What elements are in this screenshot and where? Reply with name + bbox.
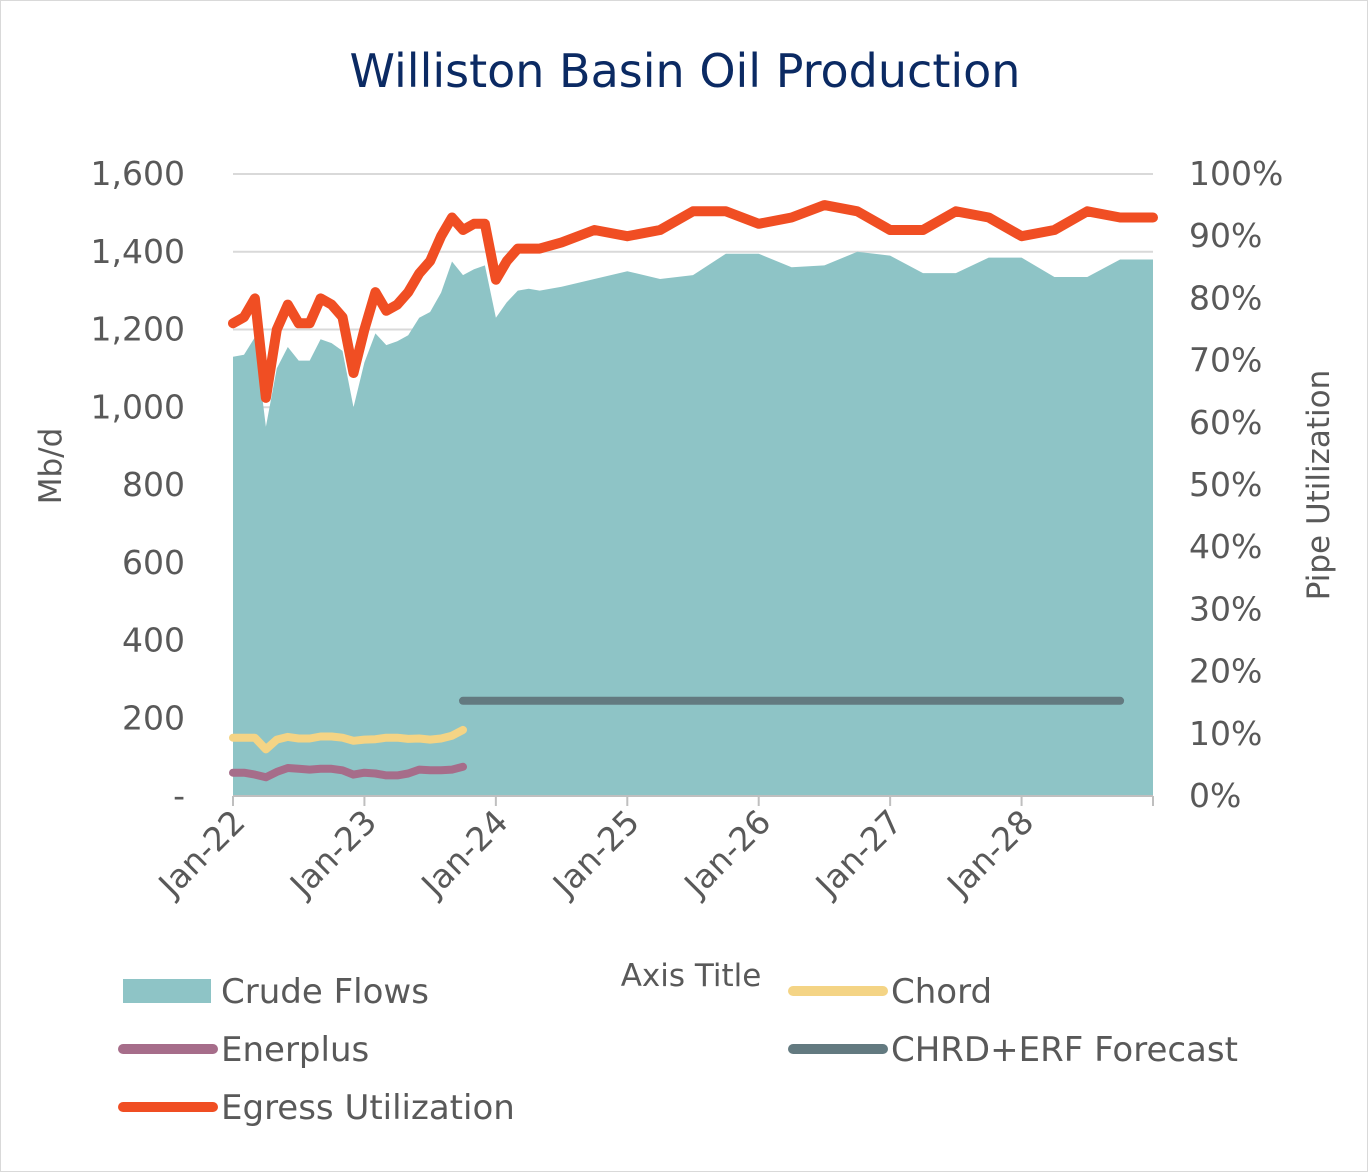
x-tick-label: Jan-28 (938, 802, 1041, 905)
y2-tick-label: 80% (1189, 278, 1262, 317)
area-layer (233, 251, 1153, 797)
series-enerplus-line (229, 762, 467, 782)
axes (232, 795, 1154, 806)
x-axis-title: Axis Title (621, 958, 762, 994)
y2-tick-label: 70% (1189, 341, 1262, 380)
y-axis-ticks: - 200 400 600 800 1,000 1,200 1,400 1,600 (91, 154, 185, 815)
y-tick-label: - (173, 776, 185, 815)
series-egress-utilization-line (228, 200, 1158, 403)
line-layer (228, 200, 1158, 782)
y2-tick-label: 20% (1189, 652, 1262, 691)
x-tick-label: Jan-25 (544, 802, 647, 905)
x-tick-label: Jan-27 (807, 802, 910, 905)
chart-title: Williston Basin Oil Production (350, 44, 1021, 98)
y2-tick-label: 0% (1189, 776, 1241, 815)
legend-label-chrd-erf-forecast: CHRD+ERF Forecast (891, 1030, 1238, 1070)
legend-label-enerplus: Enerplus (221, 1030, 369, 1070)
y2-tick-label: 50% (1189, 465, 1262, 504)
y-tick-label: 800 (122, 465, 185, 504)
legend-swatch-crude-flows (123, 979, 211, 1003)
y2-tick-label: 60% (1189, 403, 1262, 442)
legend-label-egress-utilization: Egress Utilization (221, 1088, 515, 1128)
y2-tick-label: 90% (1189, 216, 1262, 255)
legend-label-crude-flows: Crude Flows (221, 972, 429, 1012)
legend: Crude Flows Chord Enerplus CHRD+ERF Forecas… (118, 972, 1238, 1128)
y2-tick-label: 30% (1189, 589, 1262, 628)
x-tick-label: Jan-22 (150, 802, 253, 905)
y2-axis-ticks: 0% 10% 20% 30% 40% 50% 60% 70% 80% 90% 100% (1189, 154, 1283, 815)
y-tick-label: 1,200 (91, 310, 185, 349)
y-tick-label: 1,000 (91, 387, 185, 426)
y-tick-label: 400 (122, 621, 185, 660)
y2-tick-label: 100% (1189, 154, 1283, 193)
x-tick-label: Jan-23 (281, 802, 384, 905)
series-chord-line (229, 725, 467, 754)
x-tick-label: Jan-26 (675, 802, 778, 905)
y-tick-label: 200 (122, 698, 185, 737)
legend-label-chord: Chord (891, 972, 992, 1012)
series-crude-flows-area (233, 251, 1153, 797)
y-axis-title: Mb/d (33, 428, 69, 505)
y-tick-label: 1,400 (91, 232, 185, 271)
y-tick-label: 1,600 (91, 154, 185, 193)
y2-tick-label: 40% (1189, 527, 1262, 566)
y2-tick-label: 10% (1189, 714, 1262, 753)
x-axis-ticks: Jan-22 Jan-23 Jan-24 Jan-25 Jan-26 Jan-27 Jan-… (150, 802, 1042, 905)
y2-axis-title: Pipe Utilization (1301, 370, 1337, 601)
x-tick-label: Jan-24 (412, 802, 515, 905)
y-tick-label: 600 (122, 543, 185, 582)
